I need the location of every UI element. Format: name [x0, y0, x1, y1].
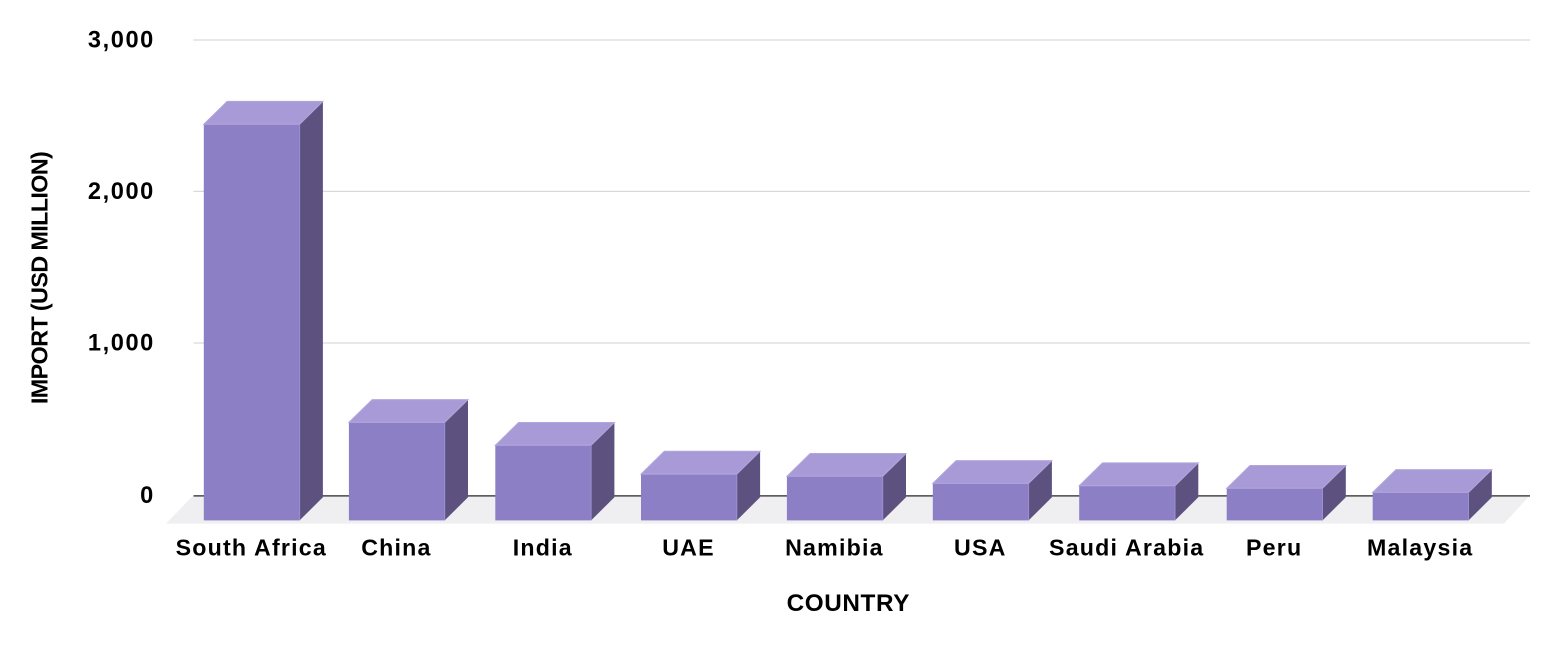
svg-text:0: 0: [140, 483, 155, 509]
svg-text:India: India: [513, 534, 573, 560]
svg-text:2,000: 2,000: [88, 179, 155, 205]
svg-text:COUNTRY: COUNTRY: [787, 590, 910, 617]
svg-text:1,000: 1,000: [88, 330, 155, 356]
svg-text:Malaysia: Malaysia: [1367, 534, 1473, 560]
svg-text:South Africa: South Africa: [176, 534, 327, 560]
svg-text:Peru: Peru: [1246, 534, 1302, 560]
svg-text:IMPORT (USD MILLION): IMPORT (USD MILLION): [26, 152, 52, 404]
svg-text:Saudi Arabia: Saudi Arabia: [1049, 534, 1204, 560]
svg-text:UAE: UAE: [662, 534, 715, 560]
svg-text:China: China: [361, 534, 431, 560]
svg-text:Namibia: Namibia: [785, 534, 884, 560]
svg-text:3,000: 3,000: [88, 27, 155, 53]
svg-text:USA: USA: [954, 534, 1007, 560]
